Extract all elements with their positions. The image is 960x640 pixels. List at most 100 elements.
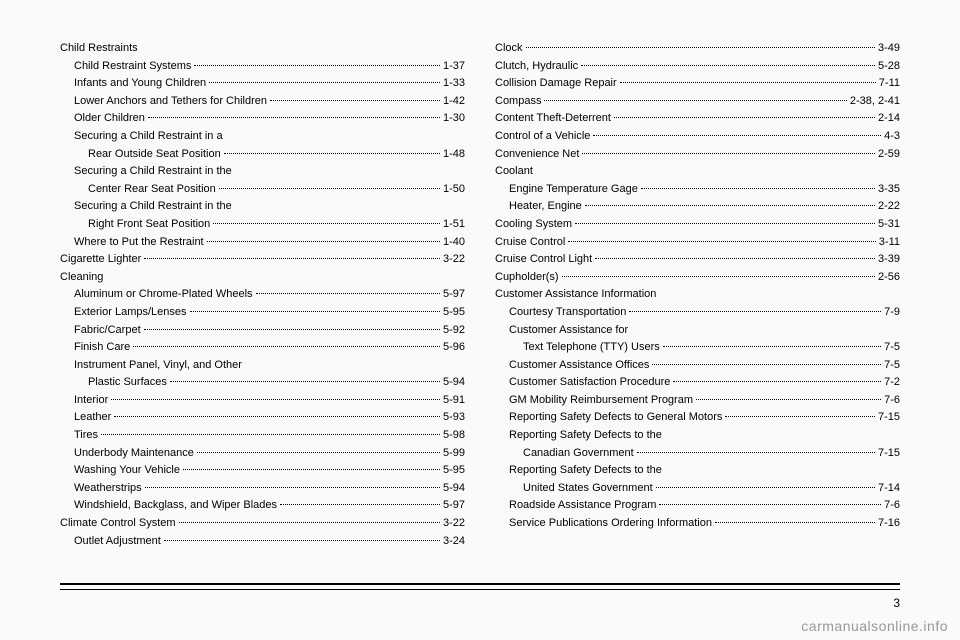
leader-dots bbox=[696, 399, 881, 400]
entry-page-ref: 2-59 bbox=[878, 146, 900, 164]
entry-label: Courtesy Transportation bbox=[509, 304, 626, 322]
entry-page-ref: 5-94 bbox=[443, 480, 465, 498]
entry-label: Older Children bbox=[74, 110, 145, 128]
index-entry: Reporting Safety Defects to the bbox=[495, 427, 900, 445]
index-entry: Washing Your Vehicle5-95 bbox=[60, 462, 465, 480]
page-footer: 3 bbox=[60, 583, 900, 610]
index-entry: Roadside Assistance Program7-6 bbox=[495, 497, 900, 515]
entry-page-ref: 5-96 bbox=[443, 339, 465, 357]
entry-label: Customer Assistance for bbox=[509, 322, 628, 340]
leader-dots bbox=[209, 82, 440, 83]
entry-page-ref: 2-14 bbox=[878, 110, 900, 128]
entry-label: Finish Care bbox=[74, 339, 130, 357]
leader-dots bbox=[197, 452, 440, 453]
entry-page-ref: 3-35 bbox=[878, 181, 900, 199]
index-entry: Interior5-91 bbox=[60, 392, 465, 410]
index-entry: Customer Satisfaction Procedure 7-2 bbox=[495, 374, 900, 392]
leader-dots bbox=[614, 117, 875, 118]
index-entry: Cigarette Lighter3-22 bbox=[60, 251, 465, 269]
entry-page-ref: 7-16 bbox=[878, 515, 900, 533]
entry-label: Right Front Seat Position bbox=[88, 216, 210, 234]
entry-page-ref: 7-6 bbox=[884, 392, 900, 410]
leader-dots bbox=[585, 205, 875, 206]
entry-page-ref: 7-14 bbox=[878, 480, 900, 498]
leader-dots bbox=[144, 329, 440, 330]
leader-dots bbox=[544, 100, 846, 101]
leader-dots bbox=[620, 82, 876, 83]
index-entry: Securing a Child Restraint in a bbox=[60, 128, 465, 146]
leader-dots bbox=[280, 504, 440, 505]
leader-dots bbox=[270, 100, 440, 101]
entry-page-ref: 4-3 bbox=[884, 128, 900, 146]
entry-label: Cruise Control bbox=[495, 234, 565, 252]
index-entry: Securing a Child Restraint in the bbox=[60, 198, 465, 216]
leader-dots bbox=[101, 434, 440, 435]
entry-page-ref: 1-30 bbox=[443, 110, 465, 128]
leader-dots bbox=[659, 504, 881, 505]
footer-rule-thin bbox=[60, 589, 900, 590]
entry-label: Cooling System bbox=[495, 216, 572, 234]
index-entry: Weatherstrips 5-94 bbox=[60, 480, 465, 498]
watermark-text: carmanualsonline.info bbox=[801, 618, 948, 634]
entry-label: Weatherstrips bbox=[74, 480, 142, 498]
entry-label: Securing a Child Restraint in a bbox=[74, 128, 223, 146]
leader-dots bbox=[725, 416, 875, 417]
entry-page-ref: 7-15 bbox=[878, 445, 900, 463]
leader-dots bbox=[581, 65, 875, 66]
entry-label: Coolant bbox=[495, 163, 533, 181]
leader-dots bbox=[114, 416, 440, 417]
left-column: Child RestraintsChild Restraint Systems1… bbox=[60, 40, 465, 550]
entry-label: Canadian Government bbox=[523, 445, 634, 463]
entry-page-ref: 7-6 bbox=[884, 497, 900, 515]
index-entry: Child Restraints bbox=[60, 40, 465, 58]
leader-dots bbox=[148, 117, 440, 118]
index-entry: Heater, Engine2-22 bbox=[495, 198, 900, 216]
leader-dots bbox=[183, 469, 440, 470]
index-entry: Instrument Panel, Vinyl, and Other bbox=[60, 357, 465, 375]
entry-page-ref: 5-95 bbox=[443, 462, 465, 480]
index-entry: Cooling System5-31 bbox=[495, 216, 900, 234]
index-entry: Child Restraint Systems1-37 bbox=[60, 58, 465, 76]
entry-page-ref: 7-9 bbox=[884, 304, 900, 322]
entry-label: Windshield, Backglass, and Wiper Blades bbox=[74, 497, 277, 515]
leader-dots bbox=[629, 311, 881, 312]
index-entry: Underbody Maintenance 5-99 bbox=[60, 445, 465, 463]
entry-label: Convenience Net bbox=[495, 146, 579, 164]
entry-label: Securing a Child Restraint in the bbox=[74, 163, 232, 181]
entry-page-ref: 7-15 bbox=[878, 409, 900, 427]
entry-label: Interior bbox=[74, 392, 108, 410]
entry-page-ref: 5-99 bbox=[443, 445, 465, 463]
entry-label: Collision Damage Repair bbox=[495, 75, 617, 93]
leader-dots bbox=[145, 487, 440, 488]
index-entry: Climate Control System3-22 bbox=[60, 515, 465, 533]
entry-page-ref: 3-39 bbox=[878, 251, 900, 269]
entry-page-ref: 7-2 bbox=[884, 374, 900, 392]
leader-dots bbox=[170, 381, 440, 382]
index-entry: Coolant bbox=[495, 163, 900, 181]
index-entry: Lower Anchors and Tethers for Children1-… bbox=[60, 93, 465, 111]
entry-label: Child Restraints bbox=[60, 40, 138, 58]
leader-dots bbox=[663, 346, 881, 347]
entry-label: Compass bbox=[495, 93, 541, 111]
entry-label: Rear Outside Seat Position bbox=[88, 146, 221, 164]
entry-label: Instrument Panel, Vinyl, and Other bbox=[74, 357, 242, 375]
entry-page-ref: 7-5 bbox=[884, 357, 900, 375]
entry-label: Cruise Control Light bbox=[495, 251, 592, 269]
entry-label: Reporting Safety Defects to the bbox=[509, 427, 662, 445]
entry-label: Leather bbox=[74, 409, 111, 427]
index-entry: Where to Put the Restraint1-40 bbox=[60, 234, 465, 252]
entry-label: Text Telephone (TTY) Users bbox=[523, 339, 660, 357]
leader-dots bbox=[144, 258, 440, 259]
index-entry: Securing a Child Restraint in the bbox=[60, 163, 465, 181]
entry-label: Customer Satisfaction Procedure bbox=[509, 374, 670, 392]
index-page: Child RestraintsChild Restraint Systems1… bbox=[0, 0, 960, 570]
entry-page-ref: 5-98 bbox=[443, 427, 465, 445]
footer-rule-thick bbox=[60, 583, 900, 585]
leader-dots bbox=[656, 487, 875, 488]
index-entry: Convenience Net 2-59 bbox=[495, 146, 900, 164]
leader-dots bbox=[637, 452, 875, 453]
right-column: Clock3-49Clutch, Hydraulic5-28Collision … bbox=[495, 40, 900, 550]
index-entry: Rear Outside Seat Position1-48 bbox=[60, 146, 465, 164]
entry-page-ref: 2-38, 2-41 bbox=[850, 93, 900, 111]
entry-label: Underbody Maintenance bbox=[74, 445, 194, 463]
